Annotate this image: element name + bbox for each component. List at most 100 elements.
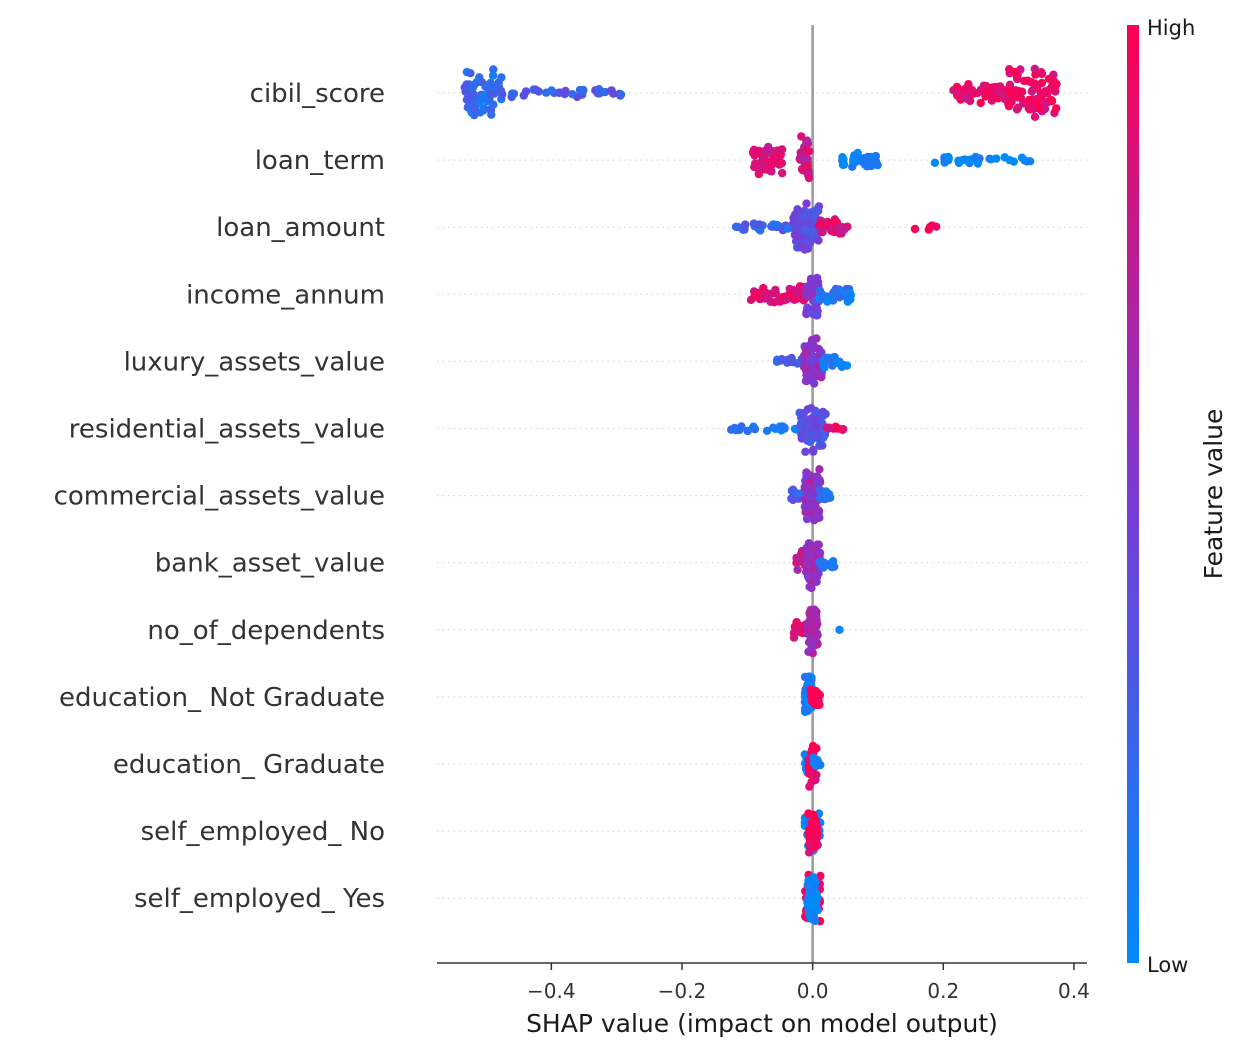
shap-point [805, 437, 815, 447]
shap-point [750, 151, 759, 160]
shap-point [594, 85, 604, 94]
shap-point [802, 471, 811, 480]
shap-point [810, 379, 819, 388]
shap-point [795, 285, 804, 294]
shap-point [976, 85, 985, 95]
colorbar-low-label: Low [1147, 953, 1188, 977]
feature-label: education_ Graduate [113, 750, 385, 780]
shap-point [771, 285, 780, 295]
shap-point [815, 465, 824, 474]
shap-point [831, 422, 840, 431]
shap-point [805, 483, 815, 492]
shap-point [798, 431, 808, 440]
shap-point [801, 447, 810, 456]
shap-point [811, 505, 820, 515]
feature-label: bank_asset_value [155, 549, 385, 579]
shap-point [808, 356, 817, 366]
shap-point [809, 415, 818, 424]
shap-point [810, 619, 819, 629]
shap-point [465, 94, 475, 103]
feature-label: self_employed_ Yes [134, 884, 385, 914]
shap-point [842, 361, 852, 370]
shap-point [834, 358, 843, 367]
x-tick-label: −0.4 [527, 979, 576, 1003]
shap-point [802, 376, 811, 386]
shap-point [1013, 93, 1023, 102]
shap-point [1009, 67, 1019, 77]
shap-point [760, 165, 770, 174]
shap-point [1052, 104, 1061, 113]
shap-point [823, 494, 833, 503]
shap-point [944, 152, 953, 162]
shap-point [821, 409, 830, 419]
shap-point [995, 89, 1004, 98]
shap-point [758, 152, 767, 161]
shap-point [792, 223, 802, 232]
shap-point [796, 148, 805, 157]
shap-point [1040, 104, 1050, 114]
shap-point [805, 292, 814, 301]
shap-point [808, 445, 818, 455]
feature-label: cibil_score [250, 79, 385, 109]
shap-point [960, 93, 969, 103]
shap-point [1013, 103, 1023, 112]
shap-point [489, 65, 498, 74]
shap-point [809, 753, 818, 762]
shap-point [782, 295, 791, 304]
shap-point [804, 809, 813, 818]
shap-point [776, 158, 785, 168]
shap-point [790, 622, 799, 631]
shap-point [813, 478, 823, 487]
shap-point [791, 237, 801, 246]
shap-point [547, 86, 556, 95]
shap-point [496, 86, 506, 96]
shap-point [814, 372, 824, 381]
shap-point [778, 168, 787, 178]
shap-point [803, 504, 813, 513]
shap-point [810, 213, 819, 222]
shap-point [821, 487, 831, 496]
shap-point [1024, 104, 1033, 113]
feature-row-guides [437, 92, 1087, 899]
shap-point [750, 292, 759, 302]
shap-point [776, 356, 786, 365]
shap-point [793, 565, 802, 574]
shap-point [815, 494, 825, 503]
shap-point [754, 169, 763, 179]
feature-labels: cibil_score loan_term loan_amount income_an… [54, 79, 385, 914]
shap-point [773, 146, 782, 155]
shap-point [730, 423, 739, 433]
shap-point [808, 741, 818, 751]
shap-point [834, 223, 843, 232]
shap-point [809, 228, 818, 237]
shap-point [801, 349, 810, 359]
shap-point [461, 87, 470, 96]
shap-point [793, 205, 802, 214]
shap-point [805, 608, 814, 617]
shap-point [481, 82, 490, 92]
shap-point [810, 881, 820, 891]
shap-point [813, 571, 822, 581]
x-tick-label: 0.0 [797, 979, 829, 1003]
shap-point [609, 89, 618, 98]
shap-point [489, 100, 498, 109]
shap-points [460, 64, 1061, 926]
shap-point [812, 205, 821, 214]
feature-label: self_employed_ No [141, 817, 385, 847]
shap-point [1005, 155, 1014, 165]
shap-point [798, 241, 807, 251]
shap-point [987, 88, 996, 97]
shap-point [799, 408, 808, 418]
shap-point [814, 236, 823, 245]
shap-point [772, 220, 782, 230]
shap-point [783, 224, 793, 233]
shap-point [1006, 88, 1015, 97]
shap-point [1025, 95, 1034, 105]
shap-point [1044, 74, 1054, 84]
feature-label: income_annum [186, 280, 385, 310]
shap-point [816, 871, 825, 881]
shap-point [1041, 87, 1050, 96]
shap-point [817, 289, 826, 299]
shap-point [1030, 112, 1040, 122]
